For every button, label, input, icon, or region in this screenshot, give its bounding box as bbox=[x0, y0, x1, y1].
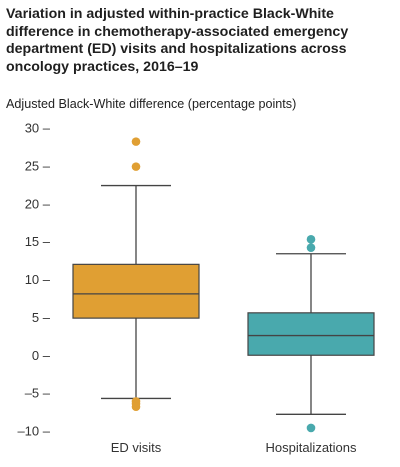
box-plot-boxes bbox=[72, 137, 375, 433]
y-axis-label: Adjusted Black-White difference (percent… bbox=[6, 97, 297, 111]
x-axis-categories: ED visits Hospitalizations bbox=[111, 440, 357, 455]
y-tick-label: 20 – bbox=[25, 196, 51, 211]
y-tick-label: 5 – bbox=[32, 310, 51, 325]
y-tick-label: 0 – bbox=[32, 348, 51, 363]
y-tick-label: –10 – bbox=[17, 424, 50, 439]
iqr-box bbox=[72, 263, 200, 319]
outlier-point bbox=[306, 423, 316, 433]
box-group bbox=[247, 235, 375, 433]
y-tick-label: 15 – bbox=[25, 234, 51, 249]
outlier-point bbox=[131, 402, 141, 412]
iqr-box bbox=[247, 312, 375, 356]
y-tick-label: 30 – bbox=[25, 121, 51, 136]
y-tick-label: 10 – bbox=[25, 272, 51, 287]
outlier-point bbox=[306, 235, 316, 244]
y-tick-label: –5 – bbox=[25, 386, 51, 401]
chart-title: Variation in adjusted within-practice Bl… bbox=[6, 6, 349, 75]
outlier-point bbox=[306, 243, 316, 252]
y-axis-ticks: 30 – 25 – 20 – 15 – 10 – 5 – 0 – –5 – –10 – bbox=[17, 121, 50, 439]
y-tick-label: 25 – bbox=[25, 158, 51, 173]
outlier-point bbox=[131, 162, 141, 171]
outlier-point bbox=[131, 137, 141, 146]
box-group bbox=[72, 137, 200, 412]
x-category-label: ED visits bbox=[111, 440, 162, 455]
x-category-label: Hospitalizations bbox=[265, 440, 357, 455]
